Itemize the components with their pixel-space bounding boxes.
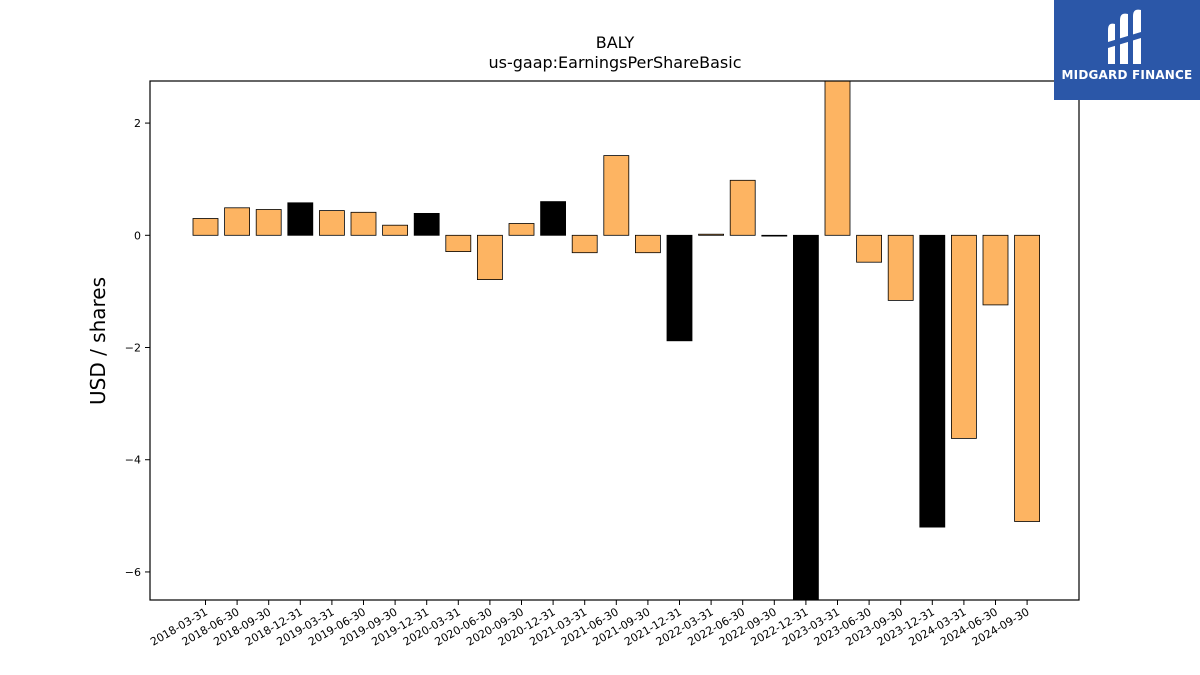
bar-2020-06-30: [476, 234, 503, 281]
plot-frame: [149, 80, 1080, 601]
y-tick-label: 2: [134, 117, 141, 130]
bar-2024-06-30: [982, 234, 1009, 306]
bar-2024-09-30: [1014, 234, 1040, 522]
bar-2020-12-31: [540, 201, 566, 236]
bar-2021-06-30: [603, 155, 630, 236]
bars-group: [192, 80, 1040, 601]
y-axis-ticks: 2 0 −2 −4 −6: [125, 117, 150, 579]
bar-2018-09-30: [255, 209, 282, 236]
x-axis-ticks: 2018-03-312018-06-302018-09-302018-12-31…: [148, 600, 1032, 649]
bar-2023-12-31: [919, 234, 946, 528]
bar-2020-09-30: [508, 223, 535, 236]
bar-2021-12-31: [666, 234, 693, 342]
bar-2018-12-31: [287, 202, 314, 236]
bar-2018-03-31: [192, 218, 219, 236]
logo-text: MIDGARD FINANCE: [1061, 68, 1193, 82]
y-tick-label: −2: [125, 342, 141, 355]
midgard-finance-logo: MIDGARD FINANCE: [1054, 0, 1200, 100]
bar-2022-12-31: [793, 234, 819, 601]
chart-subtitle: us-gaap:EarningsPerShareBasic: [488, 53, 741, 72]
bar-2019-06-30: [350, 211, 377, 236]
y-tick-label: −6: [125, 566, 141, 579]
bar-2018-06-30: [224, 207, 251, 236]
bar-2022-06-30: [729, 179, 756, 236]
bar-2020-03-31: [445, 234, 472, 253]
bar-2019-09-30: [382, 224, 409, 236]
chart-title: BALY: [596, 33, 635, 52]
bar-2021-03-31: [571, 234, 598, 254]
bar-2024-03-31: [951, 234, 977, 439]
y-tick-label: −4: [125, 454, 141, 467]
bar-2022-09-30: [761, 234, 788, 237]
bar-2023-06-30: [856, 234, 882, 263]
bar-2022-03-31: [698, 233, 724, 236]
y-tick-label: 0: [134, 229, 141, 242]
bar-2021-09-30: [635, 234, 661, 254]
bar-2023-03-31: [824, 80, 851, 236]
bar-2019-03-31: [318, 210, 345, 236]
midgard-logo-icon: [1108, 9, 1141, 65]
y-axis-label: USD / shares: [86, 277, 110, 405]
bar-2019-12-31: [413, 212, 440, 236]
bar-2023-09-30: [887, 234, 914, 301]
